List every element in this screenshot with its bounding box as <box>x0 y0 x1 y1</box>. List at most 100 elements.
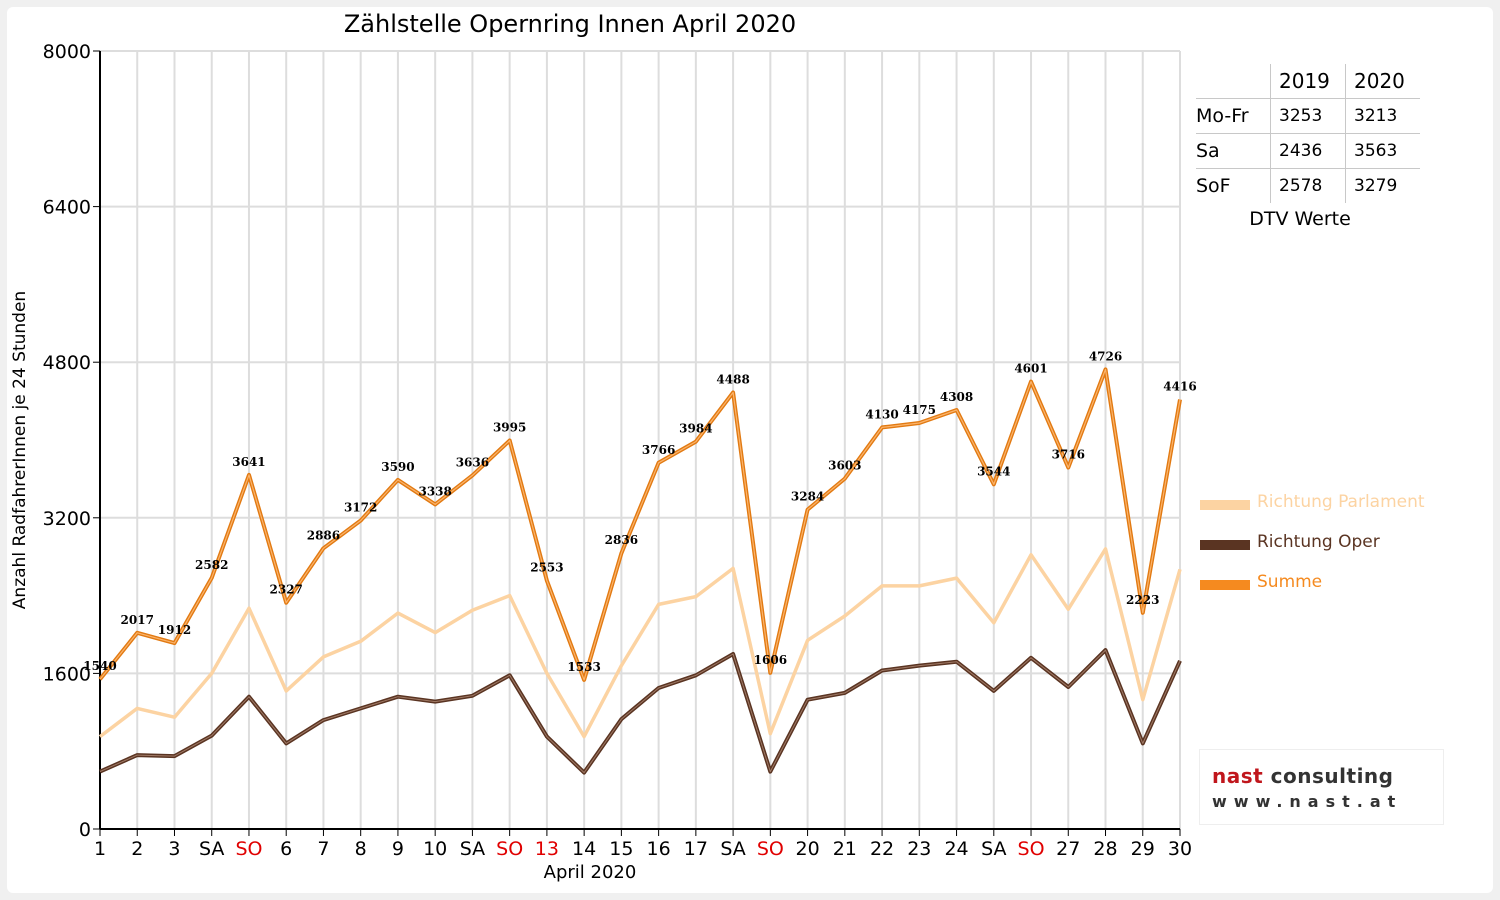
data-label: 3716 <box>1052 448 1085 462</box>
x-tick-label: SO <box>1018 838 1045 860</box>
x-tick-label: 6 <box>280 838 292 860</box>
data-label: 4726 <box>1089 349 1122 363</box>
dtv-row-label: Sa <box>1196 133 1271 169</box>
dtv-value-2019: 2578 <box>1270 168 1346 203</box>
logo-word-consulting: consulting <box>1270 764 1394 788</box>
x-tick-label: SO <box>496 838 523 860</box>
x-tick-label: 10 <box>423 838 447 860</box>
x-tick-label: SA <box>460 838 485 860</box>
x-tick-label: 23 <box>907 838 931 860</box>
dtv-header-2020: 2020 <box>1345 64 1420 99</box>
data-label: 3603 <box>828 459 861 473</box>
data-label: 2582 <box>195 558 228 572</box>
data-label: 3766 <box>642 443 675 457</box>
y-tick-label: 4800 <box>43 352 91 374</box>
company-logo: nast consulting www.nast.at <box>1200 750 1443 824</box>
x-tick-label: 24 <box>944 838 968 860</box>
dtv-header-corner <box>1196 64 1271 99</box>
x-tick-label: 1 <box>94 838 106 860</box>
x-tick-label: 17 <box>684 838 708 860</box>
dtv-row-sof: SoF 2578 3279 <box>1196 168 1420 203</box>
x-tick-label: 29 <box>1131 838 1155 860</box>
x-tick-label: 2 <box>131 838 143 860</box>
logo-url: www.nast.at <box>1212 792 1403 811</box>
x-tick-label: SO <box>757 838 784 860</box>
x-tick-label: 14 <box>572 838 596 860</box>
dtv-value-2019: 3253 <box>1270 98 1346 134</box>
data-label: 3636 <box>456 455 489 469</box>
x-tick-label: SA <box>199 838 224 860</box>
legend-label: Summe <box>1257 572 1323 592</box>
dtv-header-2019: 2019 <box>1270 64 1346 99</box>
data-label: 3995 <box>493 420 526 434</box>
dtv-value-2020: 3563 <box>1345 133 1420 169</box>
data-label: 2836 <box>605 533 638 547</box>
data-label: 4130 <box>865 407 898 421</box>
x-tick-label: 27 <box>1056 838 1080 860</box>
x-tick-label: 8 <box>355 838 367 860</box>
data-label: 1912 <box>158 623 191 637</box>
legend-label: Richtung Parlament <box>1257 492 1425 512</box>
dtv-header-row: 2019 2020 <box>1196 64 1420 99</box>
legend-swatch <box>1200 500 1250 510</box>
series-line-richtung-oper <box>99 648 1182 775</box>
x-tick-label: 30 <box>1168 838 1192 860</box>
chart-title: Zählstelle Opernring Innen April 2020 <box>343 10 797 38</box>
data-label: 4488 <box>716 373 749 387</box>
legend-swatch <box>1200 580 1250 590</box>
dtv-value-2020: 3213 <box>1345 98 1420 134</box>
data-label: 2327 <box>270 583 303 597</box>
x-tick-label: 21 <box>833 838 857 860</box>
y-tick-label: 3200 <box>43 508 91 530</box>
x-tick-label: SO <box>235 838 262 860</box>
data-label: 3590 <box>381 460 414 474</box>
dtv-row-label: SoF <box>1196 168 1271 203</box>
data-label: 2017 <box>121 613 154 627</box>
data-label: 4175 <box>903 403 936 417</box>
dtv-value-2019: 2436 <box>1270 133 1346 169</box>
data-label: 3284 <box>791 490 824 504</box>
data-label: 1606 <box>754 653 787 667</box>
data-label: 2553 <box>530 561 563 575</box>
data-label: 3544 <box>977 464 1010 478</box>
y-tick-label: 1600 <box>43 663 91 685</box>
logo-wordmark: nast consulting <box>1212 764 1393 788</box>
x-axis-label: April 2020 <box>543 862 637 883</box>
x-tick-label: 9 <box>392 838 404 860</box>
x-tick-label: SA <box>720 838 745 860</box>
y-tick-label: 8000 <box>43 41 91 63</box>
data-label: 3984 <box>679 422 712 436</box>
y-tick-label: 6400 <box>43 197 91 219</box>
data-label: 1540 <box>83 659 116 673</box>
data-label: 3172 <box>344 501 377 515</box>
legend-swatch <box>1200 540 1250 550</box>
data-label: 4308 <box>940 390 973 404</box>
data-label: 2886 <box>307 528 340 542</box>
dtv-table: 2019 2020 Mo-Fr 3253 3213 Sa 2436 3563 S… <box>1196 64 1420 203</box>
x-tick-label: 28 <box>1093 838 1117 860</box>
x-tick-label: 7 <box>317 838 329 860</box>
dtv-row-mo-fr: Mo-Fr 3253 3213 <box>1196 98 1420 134</box>
x-tick-label: 15 <box>609 838 633 860</box>
data-label: 2223 <box>1126 593 1159 607</box>
series-line-richtung-parlament <box>98 547 1182 739</box>
x-tick-label: 20 <box>795 838 819 860</box>
dtv-value-2020: 3279 <box>1345 168 1420 203</box>
x-tick-label: 16 <box>647 838 671 860</box>
data-label: 4416 <box>1163 380 1196 394</box>
data-label: 3338 <box>418 484 451 498</box>
y-tick-label: 0 <box>79 819 91 841</box>
dtv-row-label: Mo-Fr <box>1196 98 1271 134</box>
series-line-richtung-oper-highlight <box>99 649 1181 774</box>
data-label: 1533 <box>567 660 600 674</box>
x-tick-label: SA <box>981 838 1006 860</box>
data-label: 4601 <box>1014 362 1047 376</box>
series-line-summe-highlight <box>99 368 1181 681</box>
x-tick-label: 22 <box>870 838 894 860</box>
dtv-caption: DTV Werte <box>1249 208 1351 230</box>
data-label: 3641 <box>232 455 265 469</box>
legend-label: Richtung Oper <box>1257 532 1380 552</box>
dtv-row-sa: Sa 2436 3563 <box>1196 133 1420 169</box>
logo-word-nast: nast <box>1212 764 1264 788</box>
